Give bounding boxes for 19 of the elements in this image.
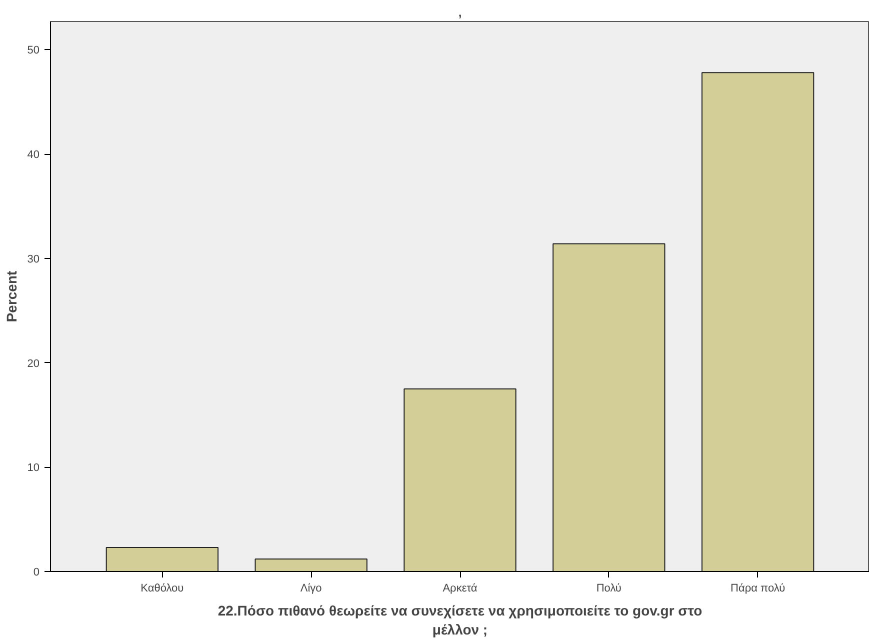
x-tick-label: Αρκετά: [442, 582, 478, 594]
x-tick-label: Καθόλου: [140, 582, 184, 594]
y-tick-label: 40: [27, 149, 40, 162]
y-tick-label: 30: [27, 253, 40, 266]
y-axis-title: Percent: [3, 270, 20, 322]
y-tick-label: 50: [27, 44, 40, 57]
bar: [404, 388, 516, 572]
bar: [254, 558, 368, 572]
bar: [552, 243, 666, 572]
bar: [106, 546, 219, 572]
x-tick-label: Πολύ: [596, 582, 622, 594]
x-axis-title: 22.Πόσο πιθανό θεωρείτε να συνεχίσετε να χρησιμοποιείτε το gov.gr στο μέλλον ;: [218, 602, 702, 638]
y-tick-label: 0: [33, 566, 40, 578]
y-tick-label: 20: [27, 358, 40, 370]
x-tick-label: Πάρα πολύ: [730, 582, 786, 594]
bar: [701, 72, 814, 572]
y-tick-label: 10: [27, 462, 40, 474]
x-tick-label: Λίγο: [300, 582, 322, 594]
chart-title: ,: [458, 6, 462, 20]
